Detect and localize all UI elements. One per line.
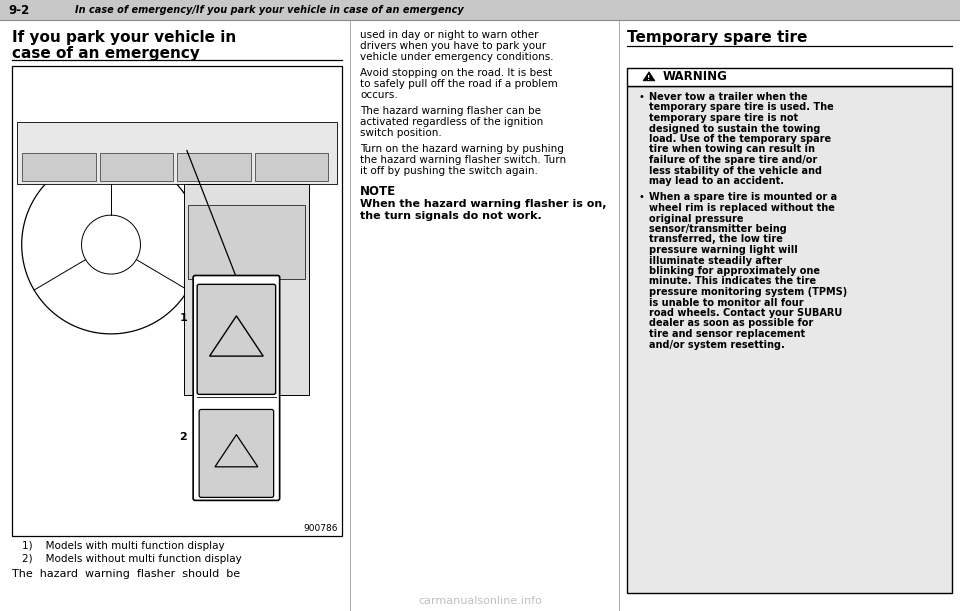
Bar bbox=[12, 66, 342, 536]
FancyBboxPatch shape bbox=[197, 284, 276, 394]
Text: the turn signals do not work.: the turn signals do not work. bbox=[360, 211, 541, 221]
FancyBboxPatch shape bbox=[193, 276, 279, 500]
Bar bbox=[0, 0, 960, 20]
Text: Never tow a trailer when the: Never tow a trailer when the bbox=[649, 92, 807, 102]
Text: case of an emergency: case of an emergency bbox=[12, 46, 200, 61]
Bar bbox=[627, 68, 952, 86]
Bar bbox=[627, 86, 952, 593]
Text: WARNING: WARNING bbox=[663, 70, 728, 84]
Bar bbox=[177, 153, 251, 180]
Text: In case of emergency/If you park your vehicle in case of an emergency: In case of emergency/If you park your ve… bbox=[75, 5, 464, 15]
Text: vehicle under emergency conditions.: vehicle under emergency conditions. bbox=[360, 52, 554, 62]
Text: 900786: 900786 bbox=[303, 524, 338, 533]
Text: blinking for approximately one: blinking for approximately one bbox=[649, 266, 820, 276]
Bar bbox=[100, 153, 173, 180]
Text: 2)    Models without multi function display: 2) Models without multi function display bbox=[22, 554, 242, 564]
Text: NOTE: NOTE bbox=[360, 185, 396, 198]
Text: tire when towing can result in: tire when towing can result in bbox=[649, 144, 815, 155]
Text: sensor/transmitter being: sensor/transmitter being bbox=[649, 224, 787, 234]
Text: wheel rim is replaced without the: wheel rim is replaced without the bbox=[649, 203, 835, 213]
Text: pressure monitoring system (TPMS): pressure monitoring system (TPMS) bbox=[649, 287, 848, 297]
Text: used in day or night to warn other: used in day or night to warn other bbox=[360, 30, 539, 40]
Text: 9-2: 9-2 bbox=[8, 4, 29, 16]
Text: designed to sustain the towing: designed to sustain the towing bbox=[649, 123, 821, 133]
Text: When a spare tire is mounted or a: When a spare tire is mounted or a bbox=[649, 192, 837, 202]
Text: is unable to monitor all four: is unable to monitor all four bbox=[649, 298, 804, 307]
Bar bbox=[254, 153, 328, 180]
Text: road wheels. Contact your SUBARU: road wheels. Contact your SUBARU bbox=[649, 308, 842, 318]
Text: occurs.: occurs. bbox=[360, 90, 397, 100]
Text: drivers when you have to park your: drivers when you have to park your bbox=[360, 41, 546, 51]
Text: activated regardless of the ignition: activated regardless of the ignition bbox=[360, 117, 543, 127]
Polygon shape bbox=[643, 71, 655, 81]
Text: pressure warning light will: pressure warning light will bbox=[649, 245, 798, 255]
Text: original pressure: original pressure bbox=[649, 213, 743, 224]
Text: temporary spare tire is not: temporary spare tire is not bbox=[649, 113, 798, 123]
Bar bbox=[183, 183, 309, 395]
Text: 1: 1 bbox=[180, 313, 187, 323]
Text: minute. This indicates the tire: minute. This indicates the tire bbox=[649, 277, 816, 287]
Bar bbox=[17, 122, 337, 183]
Text: 2: 2 bbox=[180, 431, 187, 442]
Text: the hazard warning flasher switch. Turn: the hazard warning flasher switch. Turn bbox=[360, 155, 566, 165]
Text: illuminate steadily after: illuminate steadily after bbox=[649, 255, 782, 266]
Text: Avoid stopping on the road. It is best: Avoid stopping on the road. It is best bbox=[360, 68, 552, 78]
Text: it off by pushing the switch again.: it off by pushing the switch again. bbox=[360, 166, 538, 176]
Text: !: ! bbox=[647, 75, 651, 81]
Text: tire and sensor replacement: tire and sensor replacement bbox=[649, 329, 805, 339]
FancyBboxPatch shape bbox=[199, 409, 274, 497]
Text: The hazard warning flasher can be: The hazard warning flasher can be bbox=[360, 106, 541, 116]
Text: switch position.: switch position. bbox=[360, 128, 442, 138]
Text: failure of the spare tire and/or: failure of the spare tire and/or bbox=[649, 155, 817, 165]
Text: 1)    Models with multi function display: 1) Models with multi function display bbox=[22, 541, 225, 551]
Text: dealer as soon as possible for: dealer as soon as possible for bbox=[649, 318, 813, 329]
Text: Turn on the hazard warning by pushing: Turn on the hazard warning by pushing bbox=[360, 144, 564, 154]
Text: Temporary spare tire: Temporary spare tire bbox=[627, 30, 807, 45]
Text: •: • bbox=[639, 192, 645, 202]
Text: to safely pull off the road if a problem: to safely pull off the road if a problem bbox=[360, 79, 558, 89]
Text: temporary spare tire is used. The: temporary spare tire is used. The bbox=[649, 103, 833, 112]
Text: load. Use of the temporary spare: load. Use of the temporary spare bbox=[649, 134, 831, 144]
Bar bbox=[187, 205, 305, 279]
Text: When the hazard warning flasher is on,: When the hazard warning flasher is on, bbox=[360, 199, 607, 209]
Bar bbox=[22, 153, 95, 180]
Text: may lead to an accident.: may lead to an accident. bbox=[649, 176, 784, 186]
Text: The  hazard  warning  flasher  should  be: The hazard warning flasher should be bbox=[12, 569, 240, 579]
Text: and/or system resetting.: and/or system resetting. bbox=[649, 340, 784, 349]
Text: •: • bbox=[639, 92, 645, 102]
Text: carmanualsonline.info: carmanualsonline.info bbox=[418, 596, 542, 606]
Text: less stability of the vehicle and: less stability of the vehicle and bbox=[649, 166, 822, 175]
Text: transferred, the low tire: transferred, the low tire bbox=[649, 235, 782, 244]
Text: If you park your vehicle in: If you park your vehicle in bbox=[12, 30, 236, 45]
